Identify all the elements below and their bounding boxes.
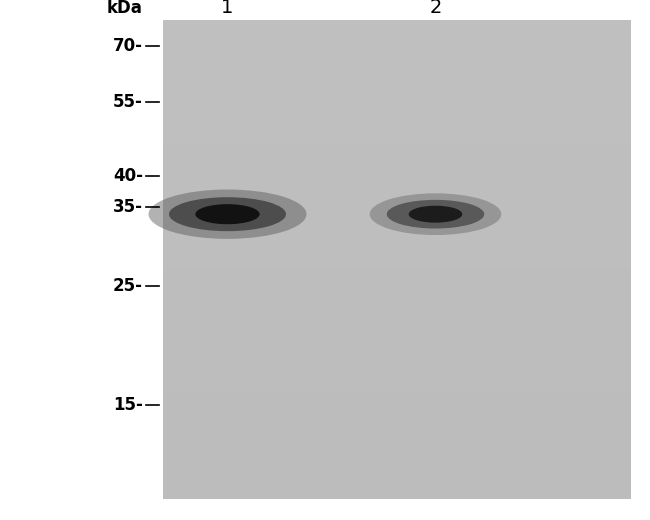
Text: 25-: 25-	[113, 277, 143, 295]
Text: kDa: kDa	[107, 0, 143, 17]
Ellipse shape	[387, 200, 484, 228]
Text: 40-: 40-	[113, 167, 143, 185]
Ellipse shape	[195, 204, 259, 224]
Ellipse shape	[169, 197, 286, 231]
Text: 35-: 35-	[113, 199, 143, 216]
Text: 15-: 15-	[113, 396, 143, 414]
Text: 2: 2	[429, 0, 442, 17]
Text: 1: 1	[221, 0, 234, 17]
Ellipse shape	[148, 189, 307, 239]
Bar	[162, 21, 630, 499]
Ellipse shape	[370, 193, 501, 235]
Ellipse shape	[409, 206, 462, 223]
Text: 55-: 55-	[113, 93, 143, 111]
Text: 70-: 70-	[113, 37, 143, 55]
